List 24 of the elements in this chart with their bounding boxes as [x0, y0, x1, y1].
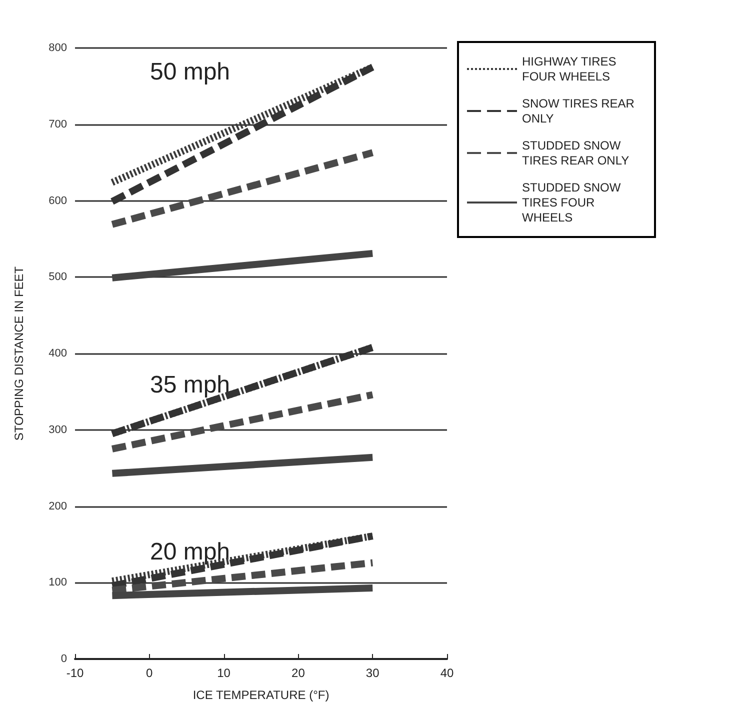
annotation: 50 mph	[150, 58, 230, 86]
y-tick-label: 300	[48, 424, 67, 436]
x-tick-label: 0	[146, 666, 154, 680]
y-tick-label: 800	[48, 42, 67, 54]
x-axis-title: ICE TEMPERATURE (°F)	[192, 688, 330, 702]
y-tick-label: 0	[60, 653, 67, 665]
legend-label: STUDDED SNOW TIRES REAR ONLY	[522, 138, 630, 168]
y-tick-label: 500	[48, 271, 67, 284]
x-tick-label: 10	[217, 666, 231, 680]
legend-label: HIGHWAY TIRES FOUR WHEELS	[522, 54, 620, 84]
legend-label: STUDDED SNOW TIRES FOUR WHEELS	[522, 180, 624, 224]
y-tick-label: 200	[48, 500, 67, 512]
y-tick-label: 700	[48, 118, 67, 130]
x-tick-label: 20	[292, 666, 306, 680]
x-tick-label: 40	[440, 666, 454, 680]
y-axis-title: STOPPING DISTANCE IN FEET	[12, 266, 26, 441]
legend-label: SNOW TIRES REAR ONLY	[522, 96, 638, 126]
y-tick-label: 600	[48, 194, 67, 207]
x-tick-label: 30	[366, 666, 380, 680]
y-tick-label: 400	[48, 348, 67, 360]
annotation: 20 mph	[150, 538, 230, 566]
x-tick-label: -10	[66, 666, 84, 680]
annotation: 35 mph	[150, 372, 230, 398]
y-tick-label: 100	[48, 576, 67, 589]
